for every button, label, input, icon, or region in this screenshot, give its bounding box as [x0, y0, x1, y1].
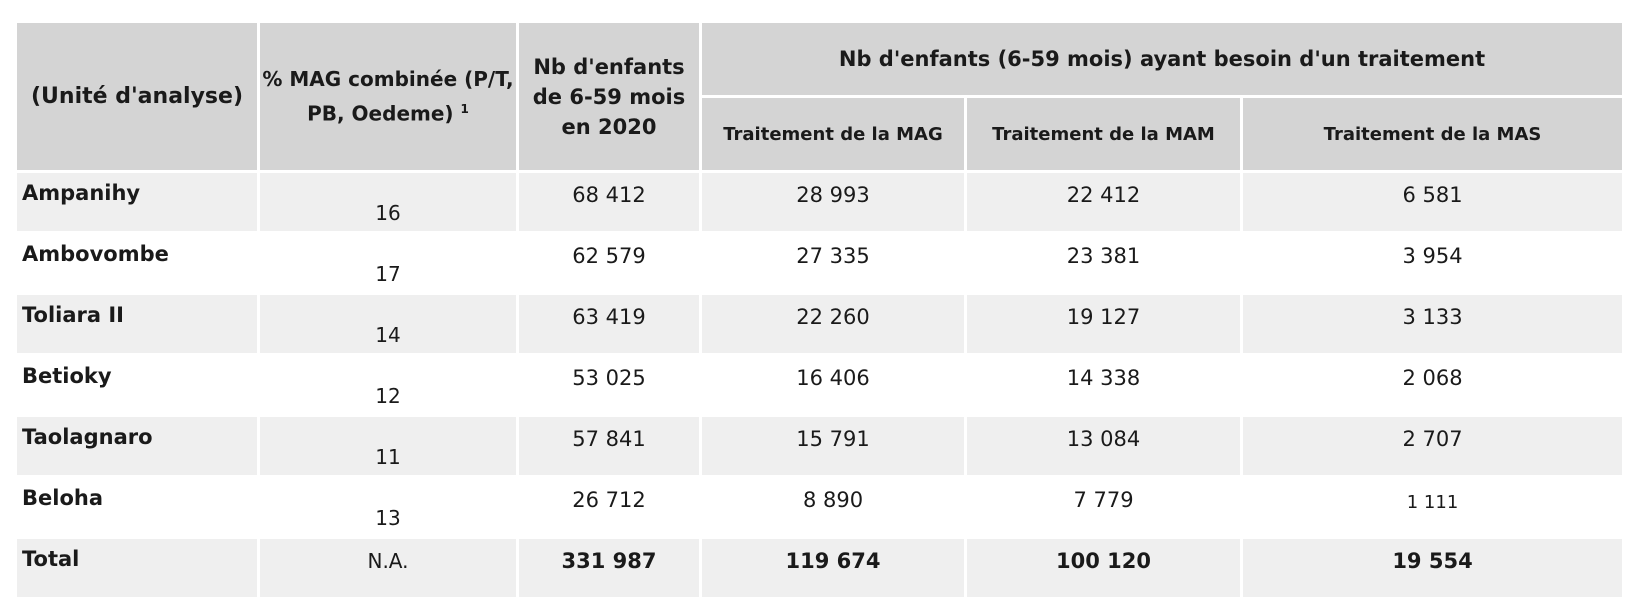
- header-treatment-group: Nb d'enfants (6-59 mois) ayant besoin d'…: [698, 20, 1626, 98]
- cell-mag: 16: [257, 170, 519, 234]
- header-nb-line1: Nb d'enfants: [533, 54, 685, 79]
- cell-unit: Toliara II: [14, 292, 260, 356]
- cell-nb: 53 025: [516, 353, 702, 417]
- cell-treatment-mam: 22 412: [964, 170, 1243, 234]
- cell-treatment-mag: 15 791: [699, 414, 967, 478]
- table-row: Taolagnaro 11 57 841 15 791 13 084 2 707: [14, 414, 1626, 478]
- table-body: Ampanihy 16 68 412 28 993 22 412 6 581 A…: [14, 170, 1626, 600]
- cell-treatment-mag: 16 406: [699, 353, 967, 417]
- cell-treatment-mam-total: 100 120: [964, 536, 1243, 600]
- cell-treatment-mam: 14 338: [964, 353, 1243, 417]
- header-mag-combined: % MAG combinée (P/T, PB, Oedeme) 1: [257, 20, 519, 173]
- cell-treatment-mag: 28 993: [699, 170, 967, 234]
- cell-treatment-mam: 23 381: [964, 231, 1243, 295]
- table-row: Betioky 12 53 025 16 406 14 338 2 068: [14, 353, 1626, 417]
- header-nb-line2: de 6-59 mois: [532, 84, 686, 109]
- cell-treatment-mas: 3 133: [1239, 292, 1626, 356]
- cell-treatment-mas: 3 954: [1239, 231, 1626, 295]
- header-mag-line2: PB, Oedeme): [307, 101, 454, 126]
- table-header: (Unité d'analyse) % MAG combinée (P/T, P…: [14, 20, 1626, 173]
- cell-treatment-mag: 22 260: [699, 292, 967, 356]
- cell-nb: 63 419: [516, 292, 702, 356]
- cell-treatment-mag-total: 119 674: [699, 536, 967, 600]
- cell-nb: 57 841: [516, 414, 702, 478]
- table-row: Beloha 13 26 712 8 890 7 779 1 111: [14, 475, 1626, 539]
- header-treatment-mam: Traitement de la MAM: [964, 95, 1243, 173]
- header-nb-line3: en 2020: [561, 114, 657, 139]
- cell-treatment-mam: 13 084: [964, 414, 1243, 478]
- cell-nb: 68 412: [516, 170, 702, 234]
- header-mag-line1: % MAG combinée (P/T,: [262, 67, 514, 92]
- cell-treatment-mas: 2 707: [1239, 414, 1626, 478]
- cell-mag: 13: [257, 475, 519, 539]
- header-unit: (Unité d'analyse): [14, 20, 260, 173]
- table-row: Toliara II 14 63 419 22 260 19 127 3 133: [14, 292, 1626, 356]
- cell-nb: 26 712: [516, 475, 702, 539]
- cell-unit: Ampanihy: [14, 170, 260, 234]
- table-row: Ampanihy 16 68 412 28 993 22 412 6 581: [14, 170, 1626, 234]
- cell-mag: 14: [257, 292, 519, 356]
- cell-mag-total: N.A.: [257, 536, 519, 600]
- cell-unit: Taolagnaro: [14, 414, 260, 478]
- cell-mag: 12: [257, 353, 519, 417]
- cell-treatment-mam: 7 779: [964, 475, 1243, 539]
- cell-treatment-mag: 8 890: [699, 475, 967, 539]
- cell-treatment-mas: 1 111: [1239, 475, 1626, 539]
- cell-unit: Ambovombe: [14, 231, 260, 295]
- cell-unit: Betioky: [14, 353, 260, 417]
- total-row: Total N.A. 331 987 119 674 100 120 19 55…: [14, 536, 1626, 600]
- cell-nb-total: 331 987: [516, 536, 702, 600]
- cell-mag: 11: [257, 414, 519, 478]
- header-children-count: Nb d'enfants de 6-59 mois en 2020: [516, 20, 702, 173]
- table-row: Ambovombe 17 62 579 27 335 23 381 3 954: [14, 231, 1626, 295]
- cell-mag: 17: [257, 231, 519, 295]
- cell-treatment-mas: 6 581: [1239, 170, 1626, 234]
- cell-treatment-mas: 2 068: [1239, 353, 1626, 417]
- cell-treatment-mam: 19 127: [964, 292, 1243, 356]
- header-treatment-mag: Traitement de la MAG: [699, 95, 967, 173]
- header-treatment-mas: Traitement de la MAS: [1239, 95, 1626, 173]
- cell-treatment-mas-total: 19 554: [1239, 536, 1626, 600]
- cell-treatment-mag: 27 335: [699, 231, 967, 295]
- cell-unit: Beloha: [14, 475, 260, 539]
- footnote-marker: 1: [460, 102, 469, 117]
- cell-nb: 62 579: [516, 231, 702, 295]
- cell-unit-total: Total: [14, 536, 260, 600]
- treatment-table: (Unité d'analyse) % MAG combinée (P/T, P…: [14, 20, 1626, 600]
